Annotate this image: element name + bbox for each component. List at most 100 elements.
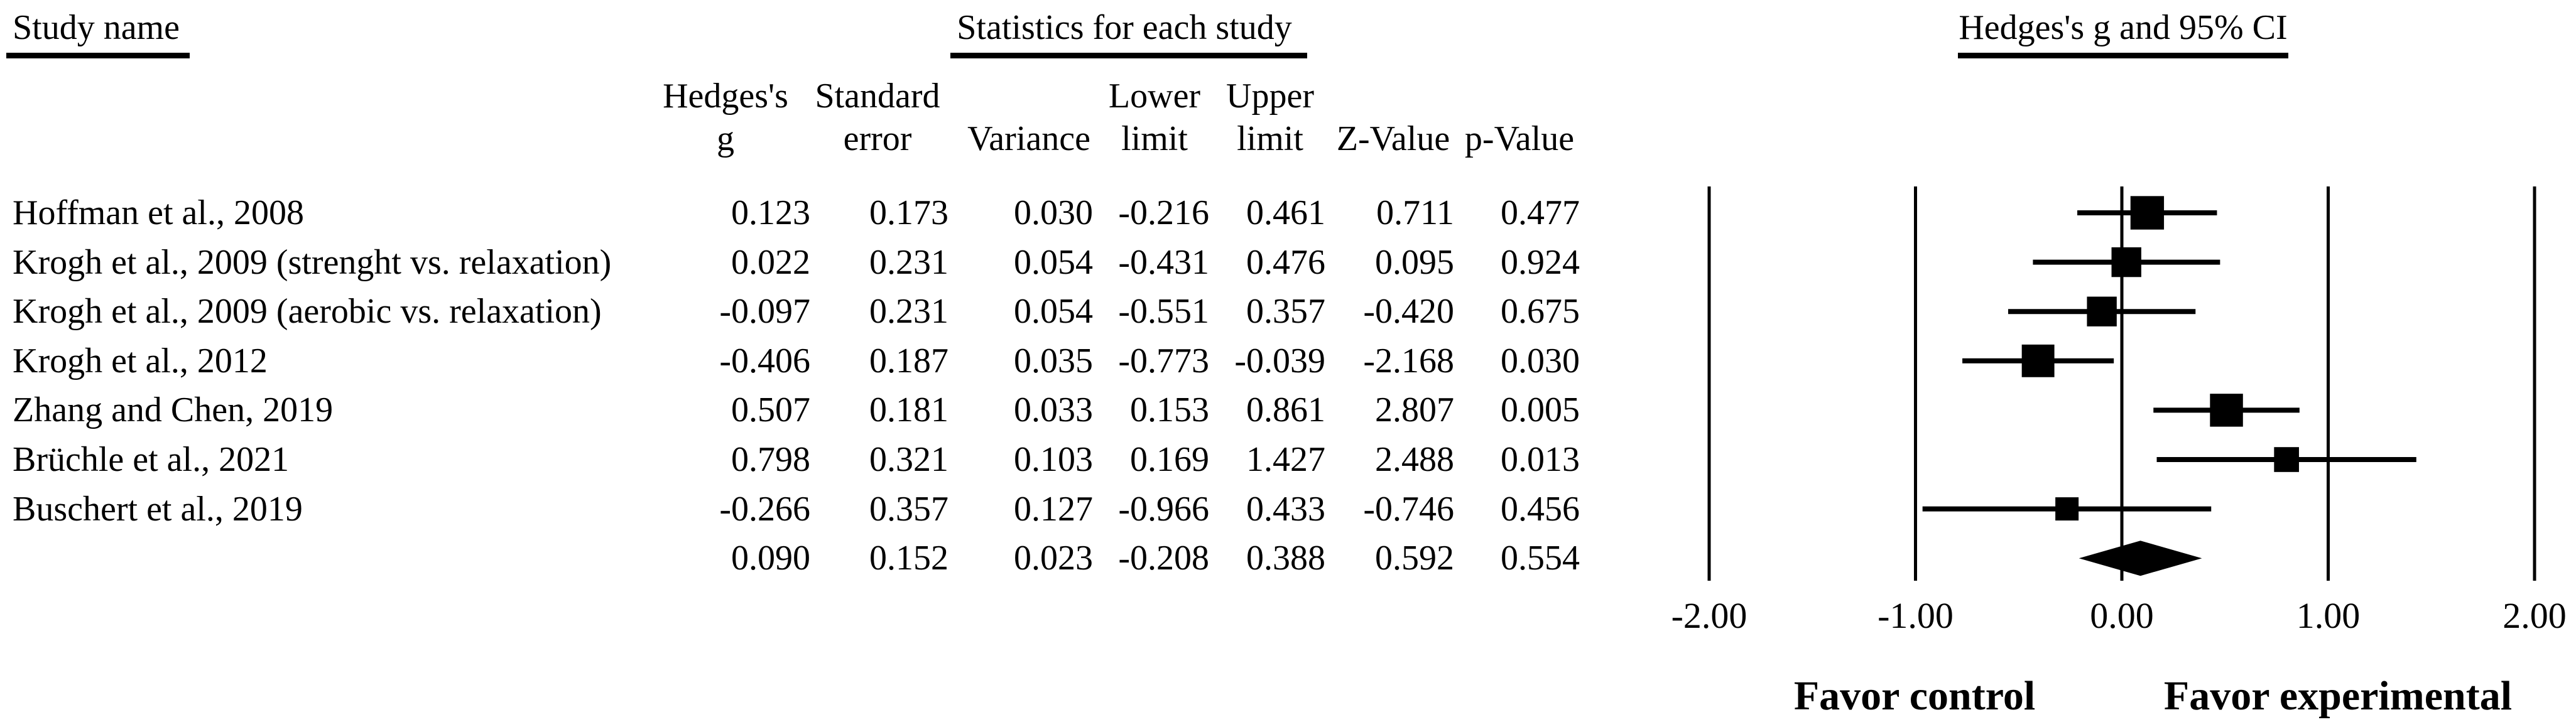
statistics-underline: [950, 53, 1307, 58]
effect-square: [2130, 196, 2165, 230]
cell-p-value: 0.456: [1501, 489, 1580, 529]
cell-hedges-g: -0.406: [719, 341, 810, 380]
cell-lower-limit: 0.169: [1130, 440, 1209, 479]
cell-upper-limit: 0.461: [1246, 193, 1325, 232]
cell-study-name: Krogh et al., 2012: [13, 341, 268, 380]
cell-study-name: Krogh et al., 2009 (strenght vs. relaxat…: [13, 242, 612, 282]
summary-diamond: [2079, 541, 2202, 576]
study-name-column-title: Study name: [13, 8, 180, 47]
cell-hedges-g: 0.123: [731, 193, 810, 232]
plot-section-title: Hedges's g and 95% CI: [1959, 8, 2288, 47]
cell-standard-error: 0.187: [869, 341, 948, 380]
cell-upper-limit: 1.427: [1246, 440, 1325, 479]
cell-hedges-g: 0.798: [731, 440, 810, 479]
cell-p-value: 0.924: [1501, 242, 1580, 282]
cell-upper-limit: 0.861: [1246, 390, 1325, 430]
cell-hedges-g: -0.097: [719, 292, 810, 331]
table-row: Krogh et al., 2009 (strenght vs. relaxat…: [0, 238, 1633, 288]
col-header-g: g: [717, 119, 734, 158]
cell-upper-limit: 0.388: [1246, 539, 1325, 578]
cell-z-value: 2.488: [1375, 440, 1454, 479]
column-header-row-2: g error Variance limit limit Z-Value p-V…: [0, 121, 1633, 157]
x-tick-label: 0.00: [2090, 595, 2154, 636]
col-header-standard: Standard: [815, 77, 940, 116]
col-header-lower: Lower: [1108, 77, 1201, 116]
cell-p-value: 0.554: [1501, 539, 1580, 578]
summary-row: 0.090 0.152 0.023 -0.208 0.388 0.592 0.554: [0, 534, 1633, 583]
cell-lower-limit: -0.966: [1118, 489, 1209, 529]
column-header-row-1: Hedges's Standard Lower Upper: [0, 78, 1633, 114]
col-header-lower-limit: limit: [1121, 119, 1188, 158]
cell-lower-limit: -0.551: [1118, 292, 1209, 331]
cell-z-value: 0.095: [1375, 242, 1454, 282]
x-tick-label: 1.00: [2296, 595, 2361, 636]
cell-standard-error: 0.173: [869, 193, 948, 232]
col-header-z-value: Z-Value: [1336, 119, 1450, 158]
table-row: Zhang and Chen, 2019 0.507 0.181 0.033 0.153…: [0, 385, 1633, 435]
table-row: Krogh et al., 2012 -0.406 0.187 0.035 -0.773…: [0, 337, 1633, 386]
cell-standard-error: 0.231: [869, 292, 948, 331]
cell-lower-limit: -0.773: [1118, 341, 1209, 380]
cell-upper-limit: 0.433: [1246, 489, 1325, 529]
cell-variance: 0.033: [1014, 390, 1093, 430]
table-row: Buschert et al., 2019 -0.266 0.357 0.127 -0.…: [0, 485, 1633, 534]
effect-square: [2111, 247, 2141, 277]
table-row: Krogh et al., 2009 (aerobic vs. relaxati…: [0, 287, 1633, 337]
cell-standard-error: 0.357: [869, 489, 948, 529]
x-tick-label: 2.00: [2503, 595, 2567, 636]
cell-lower-limit: -0.208: [1118, 539, 1209, 578]
forest-plot: -2.00 -1.00 0.00 1.00 2.00 Favor control Favor…: [1671, 186, 2567, 719]
plot-underline: [1958, 53, 2288, 58]
cell-hedges-g: 0.090: [731, 539, 810, 578]
col-header-p-value: p-Value: [1464, 119, 1575, 158]
table-row: Hoffman et al., 2008 0.123 0.173 0.030 -0.21…: [0, 188, 1633, 238]
cell-standard-error: 0.321: [869, 440, 948, 479]
study-name-underline: [6, 53, 190, 58]
cell-p-value: 0.675: [1501, 292, 1580, 331]
cell-variance: 0.127: [1014, 489, 1093, 529]
cell-variance: 0.035: [1014, 341, 1093, 380]
col-header-hedges: Hedges's: [663, 77, 788, 116]
effect-square: [2274, 447, 2299, 472]
cell-variance: 0.030: [1014, 193, 1093, 232]
cell-study-name: Krogh et al., 2009 (aerobic vs. relaxati…: [13, 292, 602, 331]
cell-p-value: 0.013: [1501, 440, 1580, 479]
cell-z-value: 0.711: [1376, 193, 1454, 232]
cell-hedges-g: -0.266: [719, 489, 810, 529]
cell-z-value: 0.592: [1375, 539, 1454, 578]
cell-z-value: -0.420: [1363, 292, 1454, 331]
col-header-upper-limit: limit: [1237, 119, 1303, 158]
col-header-error: error: [843, 119, 912, 158]
col-header-upper: Upper: [1226, 77, 1314, 116]
cell-z-value: 2.807: [1375, 390, 1454, 430]
cell-hedges-g: 0.507: [731, 390, 810, 430]
statistics-section-title: Statistics for each study: [957, 8, 1292, 47]
cell-p-value: 0.005: [1501, 390, 1580, 430]
effect-square: [2055, 497, 2079, 521]
effect-square: [2021, 344, 2055, 377]
col-header-variance: Variance: [967, 119, 1090, 158]
table-row: Brüchle et al., 2021 0.798 0.321 0.103 0.169…: [0, 435, 1633, 485]
cell-hedges-g: 0.022: [731, 242, 810, 282]
x-tick-label: -1.00: [1878, 595, 1954, 636]
cell-study-name: Brüchle et al., 2021: [13, 440, 290, 479]
cell-standard-error: 0.231: [869, 242, 948, 282]
cell-standard-error: 0.181: [869, 390, 948, 430]
cell-variance: 0.023: [1014, 539, 1093, 578]
cell-variance: 0.054: [1014, 242, 1093, 282]
cell-z-value: -2.168: [1363, 341, 1454, 380]
cell-study-name: Zhang and Chen, 2019: [13, 390, 334, 430]
cell-study-name: Hoffman et al., 2008: [13, 193, 304, 232]
cell-variance: 0.103: [1014, 440, 1093, 479]
cell-p-value: 0.477: [1501, 193, 1580, 232]
favor-control-label: Favor control: [1794, 673, 2035, 719]
cell-lower-limit: -0.431: [1118, 242, 1209, 282]
cell-study-name: Buschert et al., 2019: [13, 489, 303, 529]
cell-z-value: -0.746: [1363, 489, 1454, 529]
cell-lower-limit: -0.216: [1118, 193, 1209, 232]
effect-square: [2087, 296, 2117, 326]
cell-variance: 0.054: [1014, 292, 1093, 331]
cell-study-name: [13, 534, 685, 583]
effect-square: [2210, 394, 2243, 427]
